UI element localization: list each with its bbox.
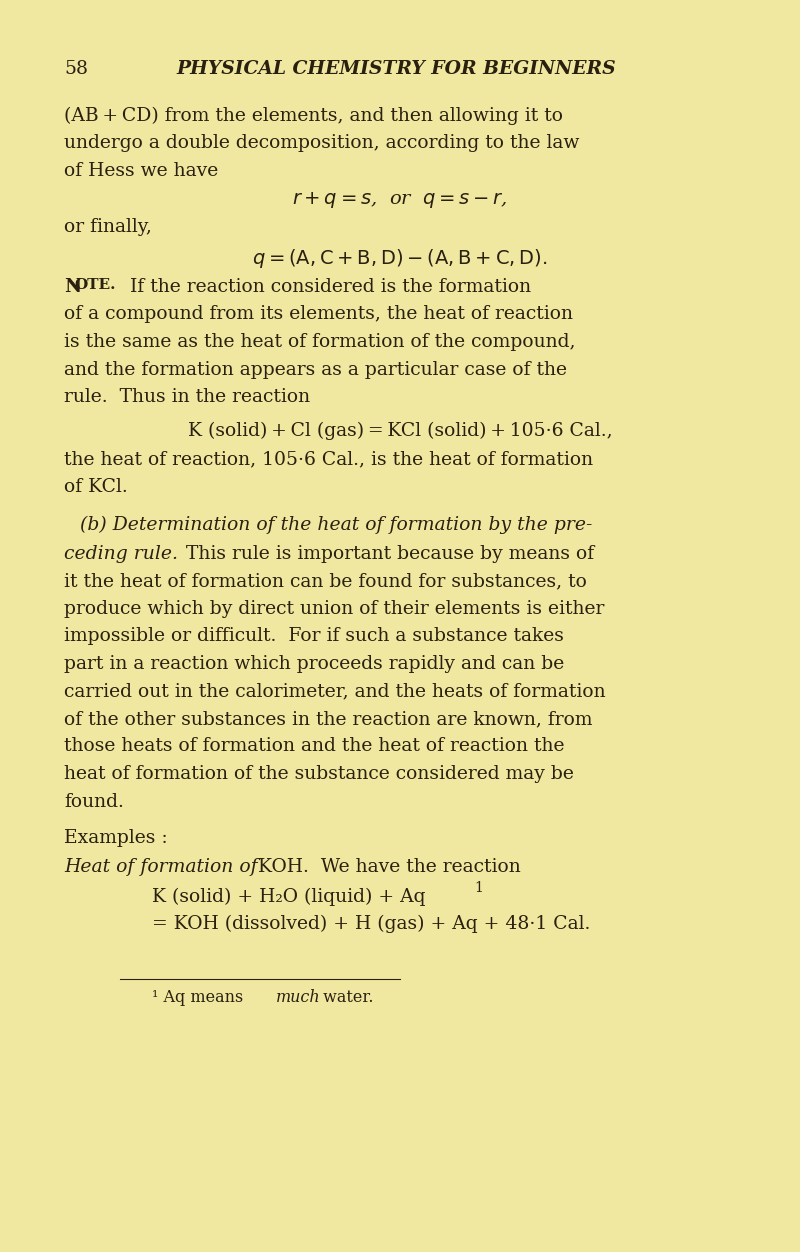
Text: = KOH (dissolved) + H (gas) + Aq + 48·1 Cal.: = KOH (dissolved) + H (gas) + Aq + 48·1 … (152, 915, 590, 934)
Text: N: N (64, 278, 81, 295)
Text: produce which by direct union of their elements is either: produce which by direct union of their e… (64, 600, 604, 617)
Text: those heats of formation and the heat of reaction the: those heats of formation and the heat of… (64, 737, 565, 755)
Text: part in a reaction which proceeds rapidly and can be: part in a reaction which proceeds rapidl… (64, 655, 564, 672)
Text: much: much (276, 989, 321, 1007)
Text: of the other substances in the reaction are known, from: of the other substances in the reaction … (64, 710, 593, 727)
Text: 58: 58 (64, 60, 88, 78)
Text: $r+q = s$,  or  $q = s-r$,: $r+q = s$, or $q = s-r$, (292, 190, 508, 210)
Text: K (solid) + Cl (gas) = KCl (solid) + 105·6 Cal.,: K (solid) + Cl (gas) = KCl (solid) + 105… (188, 422, 612, 441)
Text: it the heat of formation can be found for substances, to: it the heat of formation can be found fo… (64, 572, 587, 590)
Text: found.: found. (64, 793, 124, 810)
Text: 1: 1 (474, 881, 483, 895)
Text: and the formation appears as a particular case of the: and the formation appears as a particula… (64, 361, 567, 378)
Text: Examples :: Examples : (64, 829, 168, 846)
Text: OTE.: OTE. (74, 278, 116, 292)
Text: or finally,: or finally, (64, 218, 152, 235)
Text: This rule is important because by means of: This rule is important because by means … (174, 545, 594, 562)
Text: is the same as the heat of formation of the compound,: is the same as the heat of formation of … (64, 333, 575, 351)
Text: water.: water. (318, 989, 374, 1007)
Text: impossible or difficult.  For if such a substance takes: impossible or difficult. For if such a s… (64, 627, 564, 645)
Text: ¹ Aq means: ¹ Aq means (152, 989, 248, 1007)
Text: carried out in the calorimeter, and the heats of formation: carried out in the calorimeter, and the … (64, 682, 606, 700)
Text: (AB + CD) from the elements, and then allowing it to: (AB + CD) from the elements, and then al… (64, 106, 563, 125)
Text: the heat of reaction, 105·6 Cal., is the heat of formation: the heat of reaction, 105·6 Cal., is the… (64, 451, 593, 468)
Text: rule.  Thus in the reaction: rule. Thus in the reaction (64, 388, 310, 406)
Text: undergo a double decomposition, according to the law: undergo a double decomposition, accordin… (64, 134, 579, 151)
Text: Heat of formation of: Heat of formation of (64, 858, 258, 875)
Text: PHYSICAL CHEMISTRY FOR BEGINNERS: PHYSICAL CHEMISTRY FOR BEGINNERS (176, 60, 616, 78)
Text: K (solid) + H₂O (liquid) + Aq: K (solid) + H₂O (liquid) + Aq (152, 888, 426, 906)
Text: ceding rule.: ceding rule. (64, 545, 178, 562)
Text: (b) Determination of the heat of formation by the pre-: (b) Determination of the heat of formati… (80, 516, 592, 535)
Text: $q = (\mathrm{A, C+B, D})-(\mathrm{A, B+C, D}).$: $q = (\mathrm{A, C+B, D})-(\mathrm{A, B+… (252, 247, 548, 269)
Text: of KCl.: of KCl. (64, 478, 128, 496)
Text: If the reaction considered is the formation: If the reaction considered is the format… (118, 278, 531, 295)
Text: of a compound from its elements, the heat of reaction: of a compound from its elements, the hea… (64, 305, 573, 323)
Text: of Hess we have: of Hess we have (64, 162, 218, 179)
Text: heat of formation of the substance considered may be: heat of formation of the substance consi… (64, 765, 574, 782)
Text: KOH.  We have the reaction: KOH. We have the reaction (252, 858, 521, 875)
